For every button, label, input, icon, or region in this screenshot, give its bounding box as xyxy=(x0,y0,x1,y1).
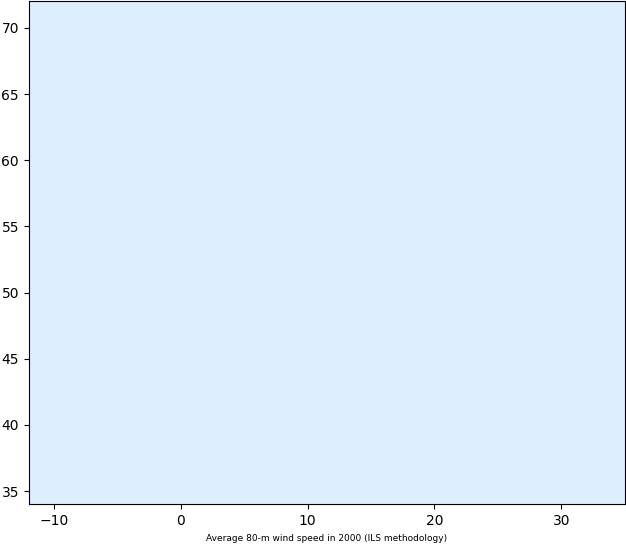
X-axis label: Average 80-m wind speed in 2000 (ILS methodology): Average 80-m wind speed in 2000 (ILS met… xyxy=(206,534,447,542)
